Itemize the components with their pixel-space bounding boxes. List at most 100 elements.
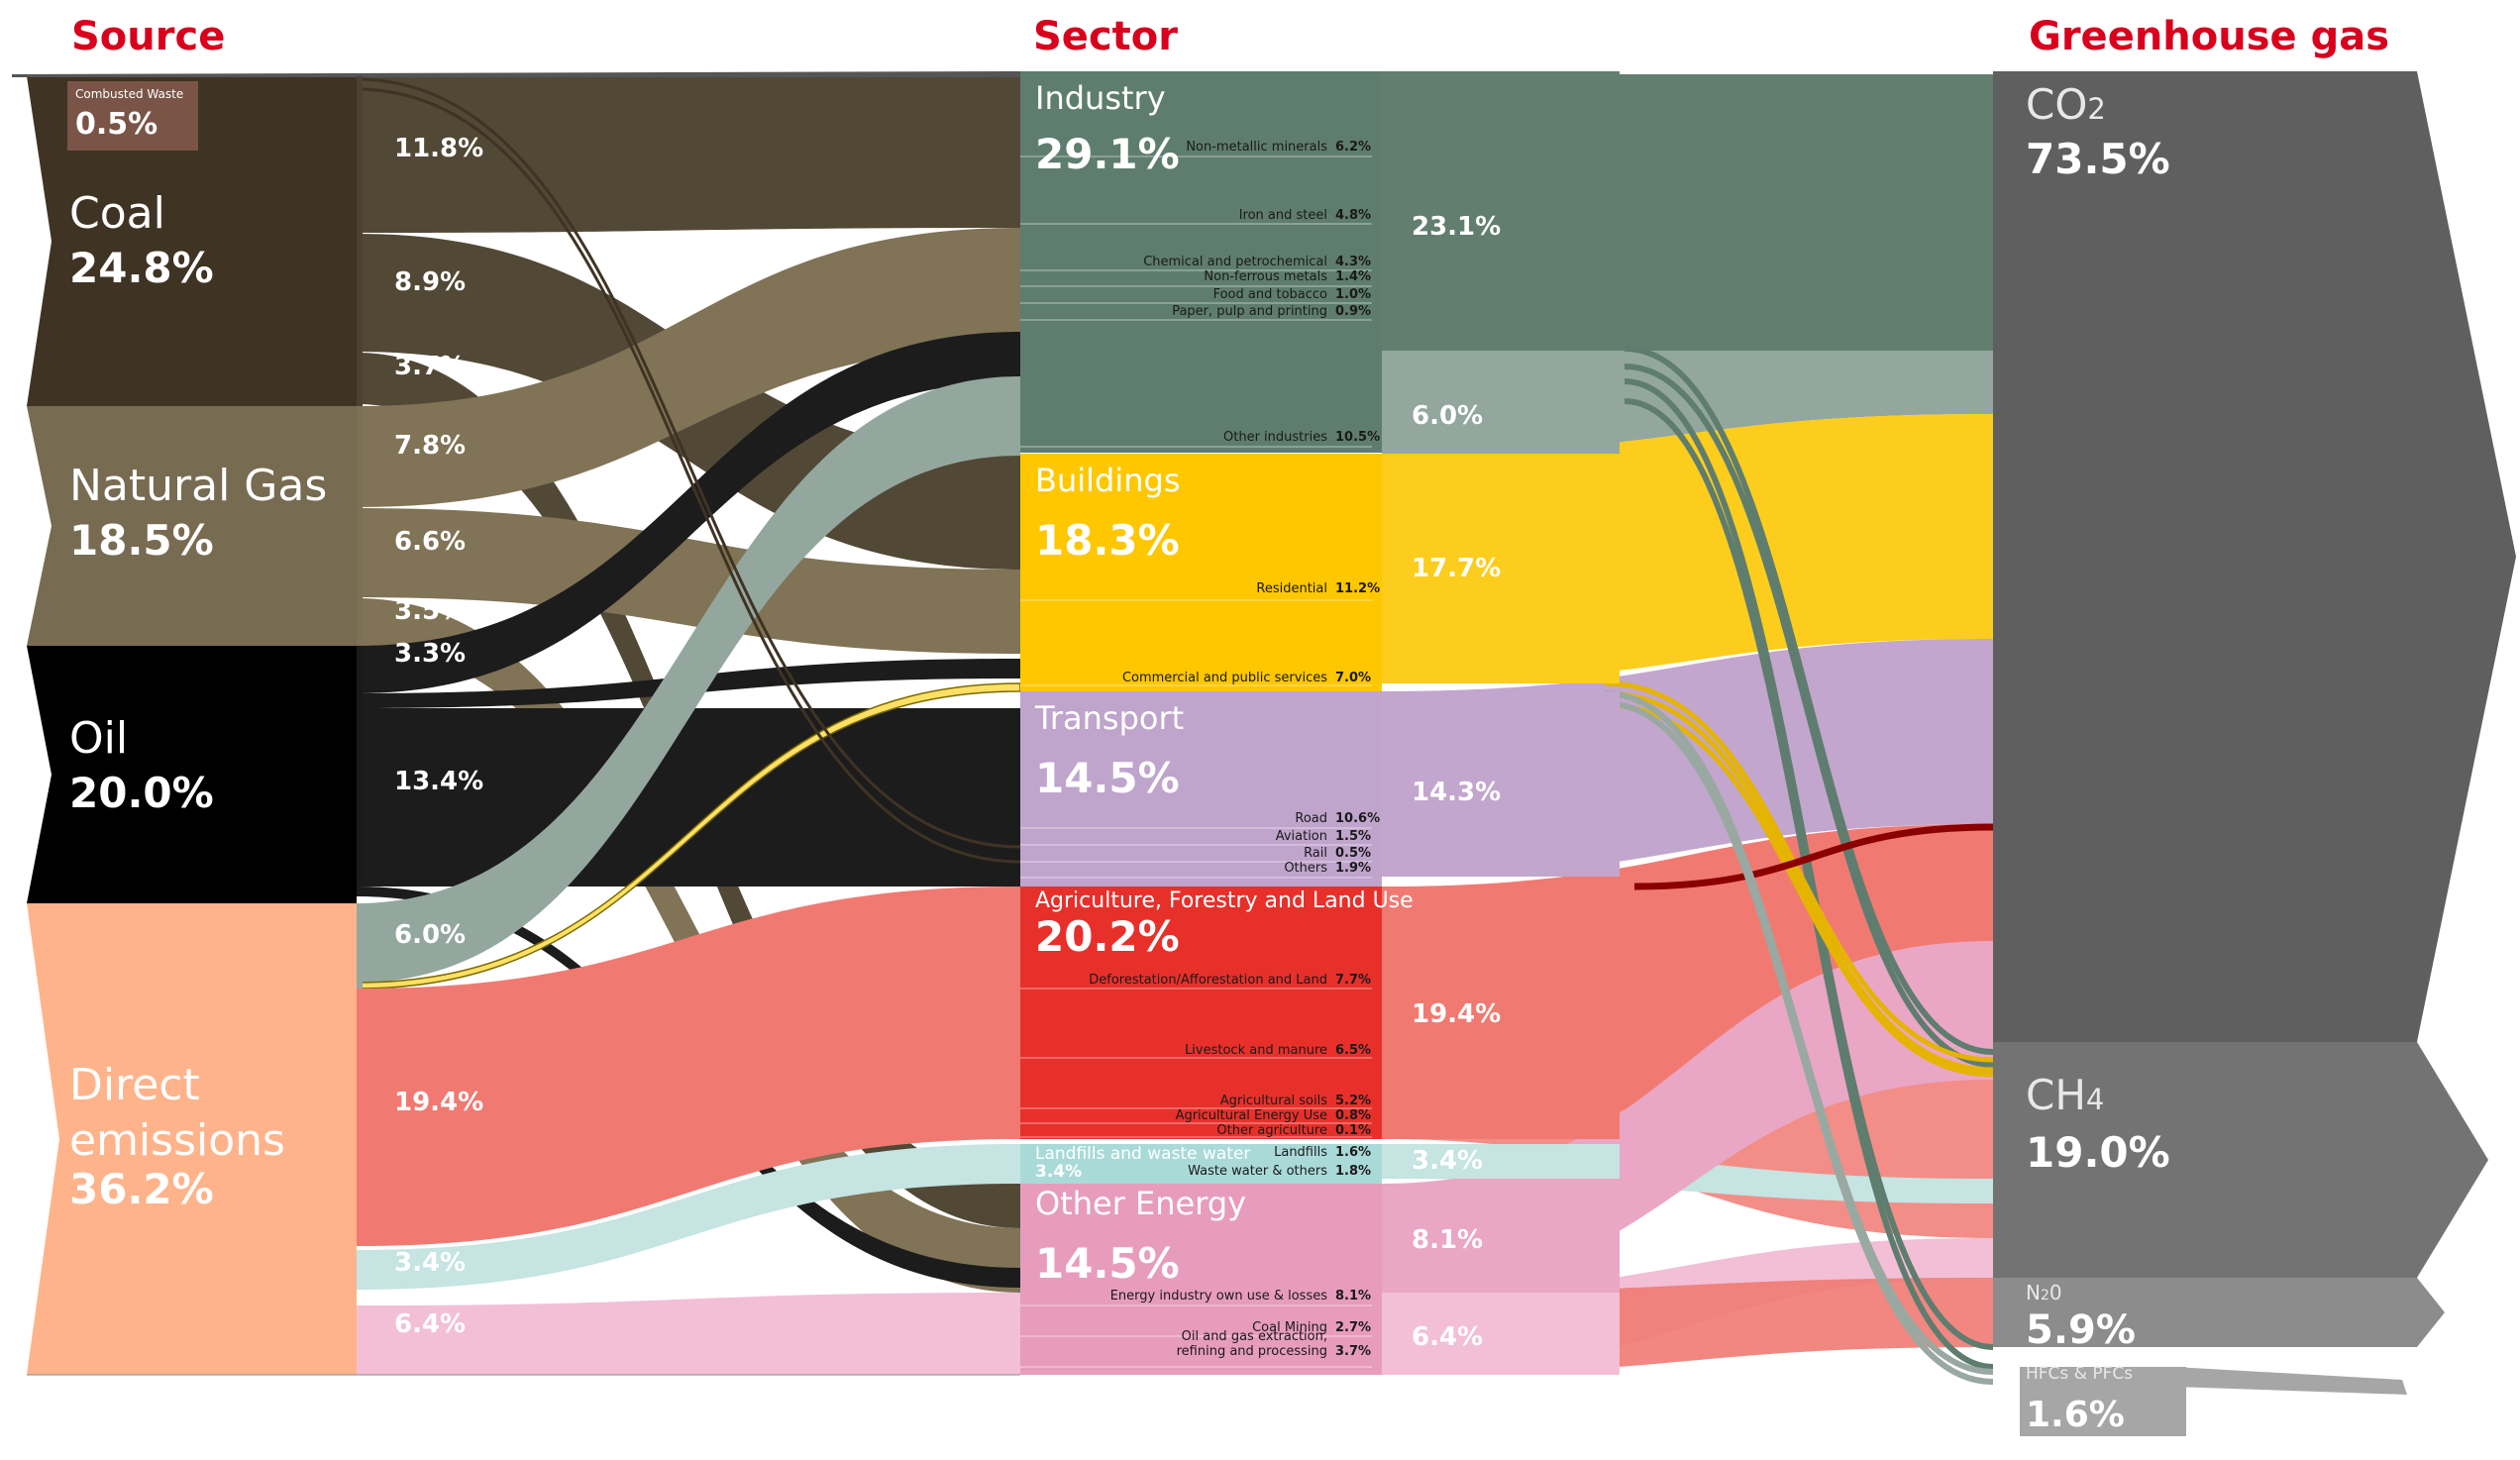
sector-flow-label-4: 19.4%	[1412, 999, 1501, 1029]
sub-value-transport-1: 1.5%	[1335, 829, 1371, 844]
sector-node-buildings	[1020, 454, 1382, 691]
sub-name-transport-3: Others	[1284, 861, 1327, 876]
source-flow-edge-7	[357, 708, 363, 886]
gas-subscript-ch4: 4	[2086, 1083, 2104, 1116]
sub-value-transport-2: 0.5%	[1335, 846, 1371, 861]
sub-name-agri-0: Deforestation/Afforestation and Land	[1089, 973, 1327, 988]
source-name-oil: Oil	[69, 713, 128, 764]
sector-value-industry: 29.1%	[1035, 130, 1180, 178]
sub-name-industry-4: Food and tobacco	[1213, 287, 1327, 302]
sector-value-otherenergy: 14.5%	[1035, 1239, 1180, 1288]
source-flow-edge-2	[357, 353, 363, 406]
gas-node-co2	[1993, 71, 2516, 1042]
link-industry-2	[1624, 378, 1994, 1350]
sub-value-transport-3: 1.9%	[1335, 861, 1371, 876]
source-flow-label-0: 11.8%	[394, 134, 483, 163]
flow-gas-buildings	[357, 508, 1020, 654]
sub-value-agri-0: 7.7%	[1335, 973, 1371, 988]
sector-header: Sector	[1033, 14, 1178, 59]
sub-value-buildings-0: 11.2%	[1335, 581, 1380, 596]
sector-value-buildings: 18.3%	[1035, 516, 1180, 565]
source-name-gas: Natural Gas	[69, 461, 327, 511]
sub-value-industry-1: 4.8%	[1335, 208, 1371, 223]
source-flow-edge-6	[357, 646, 363, 708]
source-flow-label-11: 6.4%	[394, 1309, 466, 1339]
source-flow-edge-0	[357, 76, 363, 234]
sub-name-agri-1: Livestock and manure	[1185, 1043, 1327, 1058]
combusted-waste-value: 0.5%	[75, 107, 158, 142]
sector-flow-band-3	[1382, 691, 1620, 877]
source-flow-edge-10	[357, 1250, 363, 1290]
sector-flow-label-1: 6.0%	[1412, 401, 1483, 431]
source-flow-label-6: 3.3%	[394, 639, 466, 669]
source-flow-label-8: 6.0%	[394, 920, 466, 950]
source-flow-edge-5	[357, 598, 363, 646]
sector-flow-band-4	[1382, 886, 1620, 1139]
source-flow-label-10: 3.4%	[394, 1248, 466, 1278]
flow-direct-landfill	[357, 1144, 1020, 1290]
source-flow-edge-11	[357, 1305, 363, 1375]
source-node-gas	[27, 406, 357, 646]
top-edge	[12, 71, 1020, 77]
link-industry-1	[1624, 364, 1994, 1068]
sub-value-otherenergy-2: 3.7%	[1335, 1344, 1371, 1359]
source-value-oil: 20.0%	[69, 769, 214, 817]
sub-name-industry-0: Non-metallic minerals	[1186, 140, 1327, 155]
link-industry-0	[1624, 346, 1994, 1055]
sub-value-landfill-0: 1.6%	[1335, 1145, 1371, 1160]
source-node-coal	[27, 76, 357, 406]
source-value-direct: 36.2%	[69, 1165, 214, 1213]
sub-value-buildings-1: 7.0%	[1335, 671, 1371, 685]
sub-name-industry-5: Paper, pulp and printing	[1172, 304, 1327, 319]
sub-name-industry-1: Iron and steel	[1239, 208, 1327, 223]
sector-node-otherenergy	[1020, 1184, 1382, 1375]
sub-name-buildings-0: Residential	[1256, 581, 1327, 596]
source-header: Source	[71, 14, 225, 59]
sub-name-agri-2: Agricultural soils	[1220, 1094, 1327, 1108]
sector-value-agri: 20.2%	[1035, 912, 1180, 961]
sub-value-transport-0: 10.6%	[1335, 811, 1380, 826]
sub-value-agri-3: 0.8%	[1335, 1108, 1371, 1123]
sub-value-agri-1: 6.5%	[1335, 1043, 1371, 1058]
link-buildings-1	[1604, 690, 1994, 1073]
sub-name-agri-4: Other agriculture	[1216, 1123, 1327, 1138]
source-value-gas: 18.5%	[69, 516, 214, 565]
source-name-direct-2: emissions	[69, 1115, 285, 1166]
flow-oil-industry	[357, 332, 1020, 693]
combusted-waste-name: Combusted Waste	[75, 87, 183, 101]
sub-name-buildings-1: Commercial and public services	[1122, 671, 1327, 685]
sub-name-otherenergy-2-b: refining and processing	[1177, 1344, 1327, 1359]
source-flow-edge-9	[357, 989, 363, 1246]
sector-flow-band-0	[1382, 71, 1620, 351]
source-flow-edge-8	[357, 903, 363, 989]
gas-node-n2o	[1993, 1278, 2445, 1347]
link-buildings-2	[1604, 702, 1994, 1078]
sub-name-industry-6: Other industries	[1223, 430, 1327, 445]
link-transport-agri	[1633, 823, 1994, 890]
sector-node-agri	[1020, 886, 1382, 1139]
sector-flow-band-5	[1382, 1144, 1620, 1179]
source-value-coal: 24.8%	[69, 244, 214, 292]
source-name-coal: Coal	[69, 188, 165, 239]
sector-flow-label-0: 23.1%	[1412, 212, 1501, 242]
sector-node-transport	[1020, 691, 1382, 886]
sector-name-otherenergy: Other Energy	[1035, 1185, 1246, 1222]
gas-header: Greenhouse gas	[2029, 14, 2389, 59]
combusted-waste-node	[67, 81, 198, 151]
sub-name-transport-2: Rail	[1304, 846, 1327, 861]
gas-node-ch4	[1993, 1042, 2488, 1278]
sub-name-industry-3: Non-ferrous metals	[1204, 269, 1327, 284]
source-flow-label-7: 13.4%	[394, 767, 483, 796]
source-name-direct-1: Direct	[69, 1060, 200, 1110]
sector-flow-label-6: 8.1%	[1412, 1225, 1483, 1255]
gas-value-ch4: 19.0%	[2026, 1128, 2170, 1177]
sub-name-otherenergy-2-a: Oil and gas extraction,	[1182, 1329, 1327, 1344]
source-flow-label-1: 8.9%	[394, 267, 466, 297]
sub-name-transport-1: Aviation	[1276, 829, 1327, 844]
gas-value-n2o: 5.9%	[2026, 1307, 2136, 1353]
sector-flow-band-2	[1382, 454, 1620, 683]
sector-name-buildings: Buildings	[1035, 462, 1180, 499]
sector-node-industry	[1020, 71, 1382, 453]
source-flow-label-5: 3.5%	[394, 596, 466, 626]
sector-name-landfill: Landfills and waste water	[1035, 1144, 1250, 1164]
